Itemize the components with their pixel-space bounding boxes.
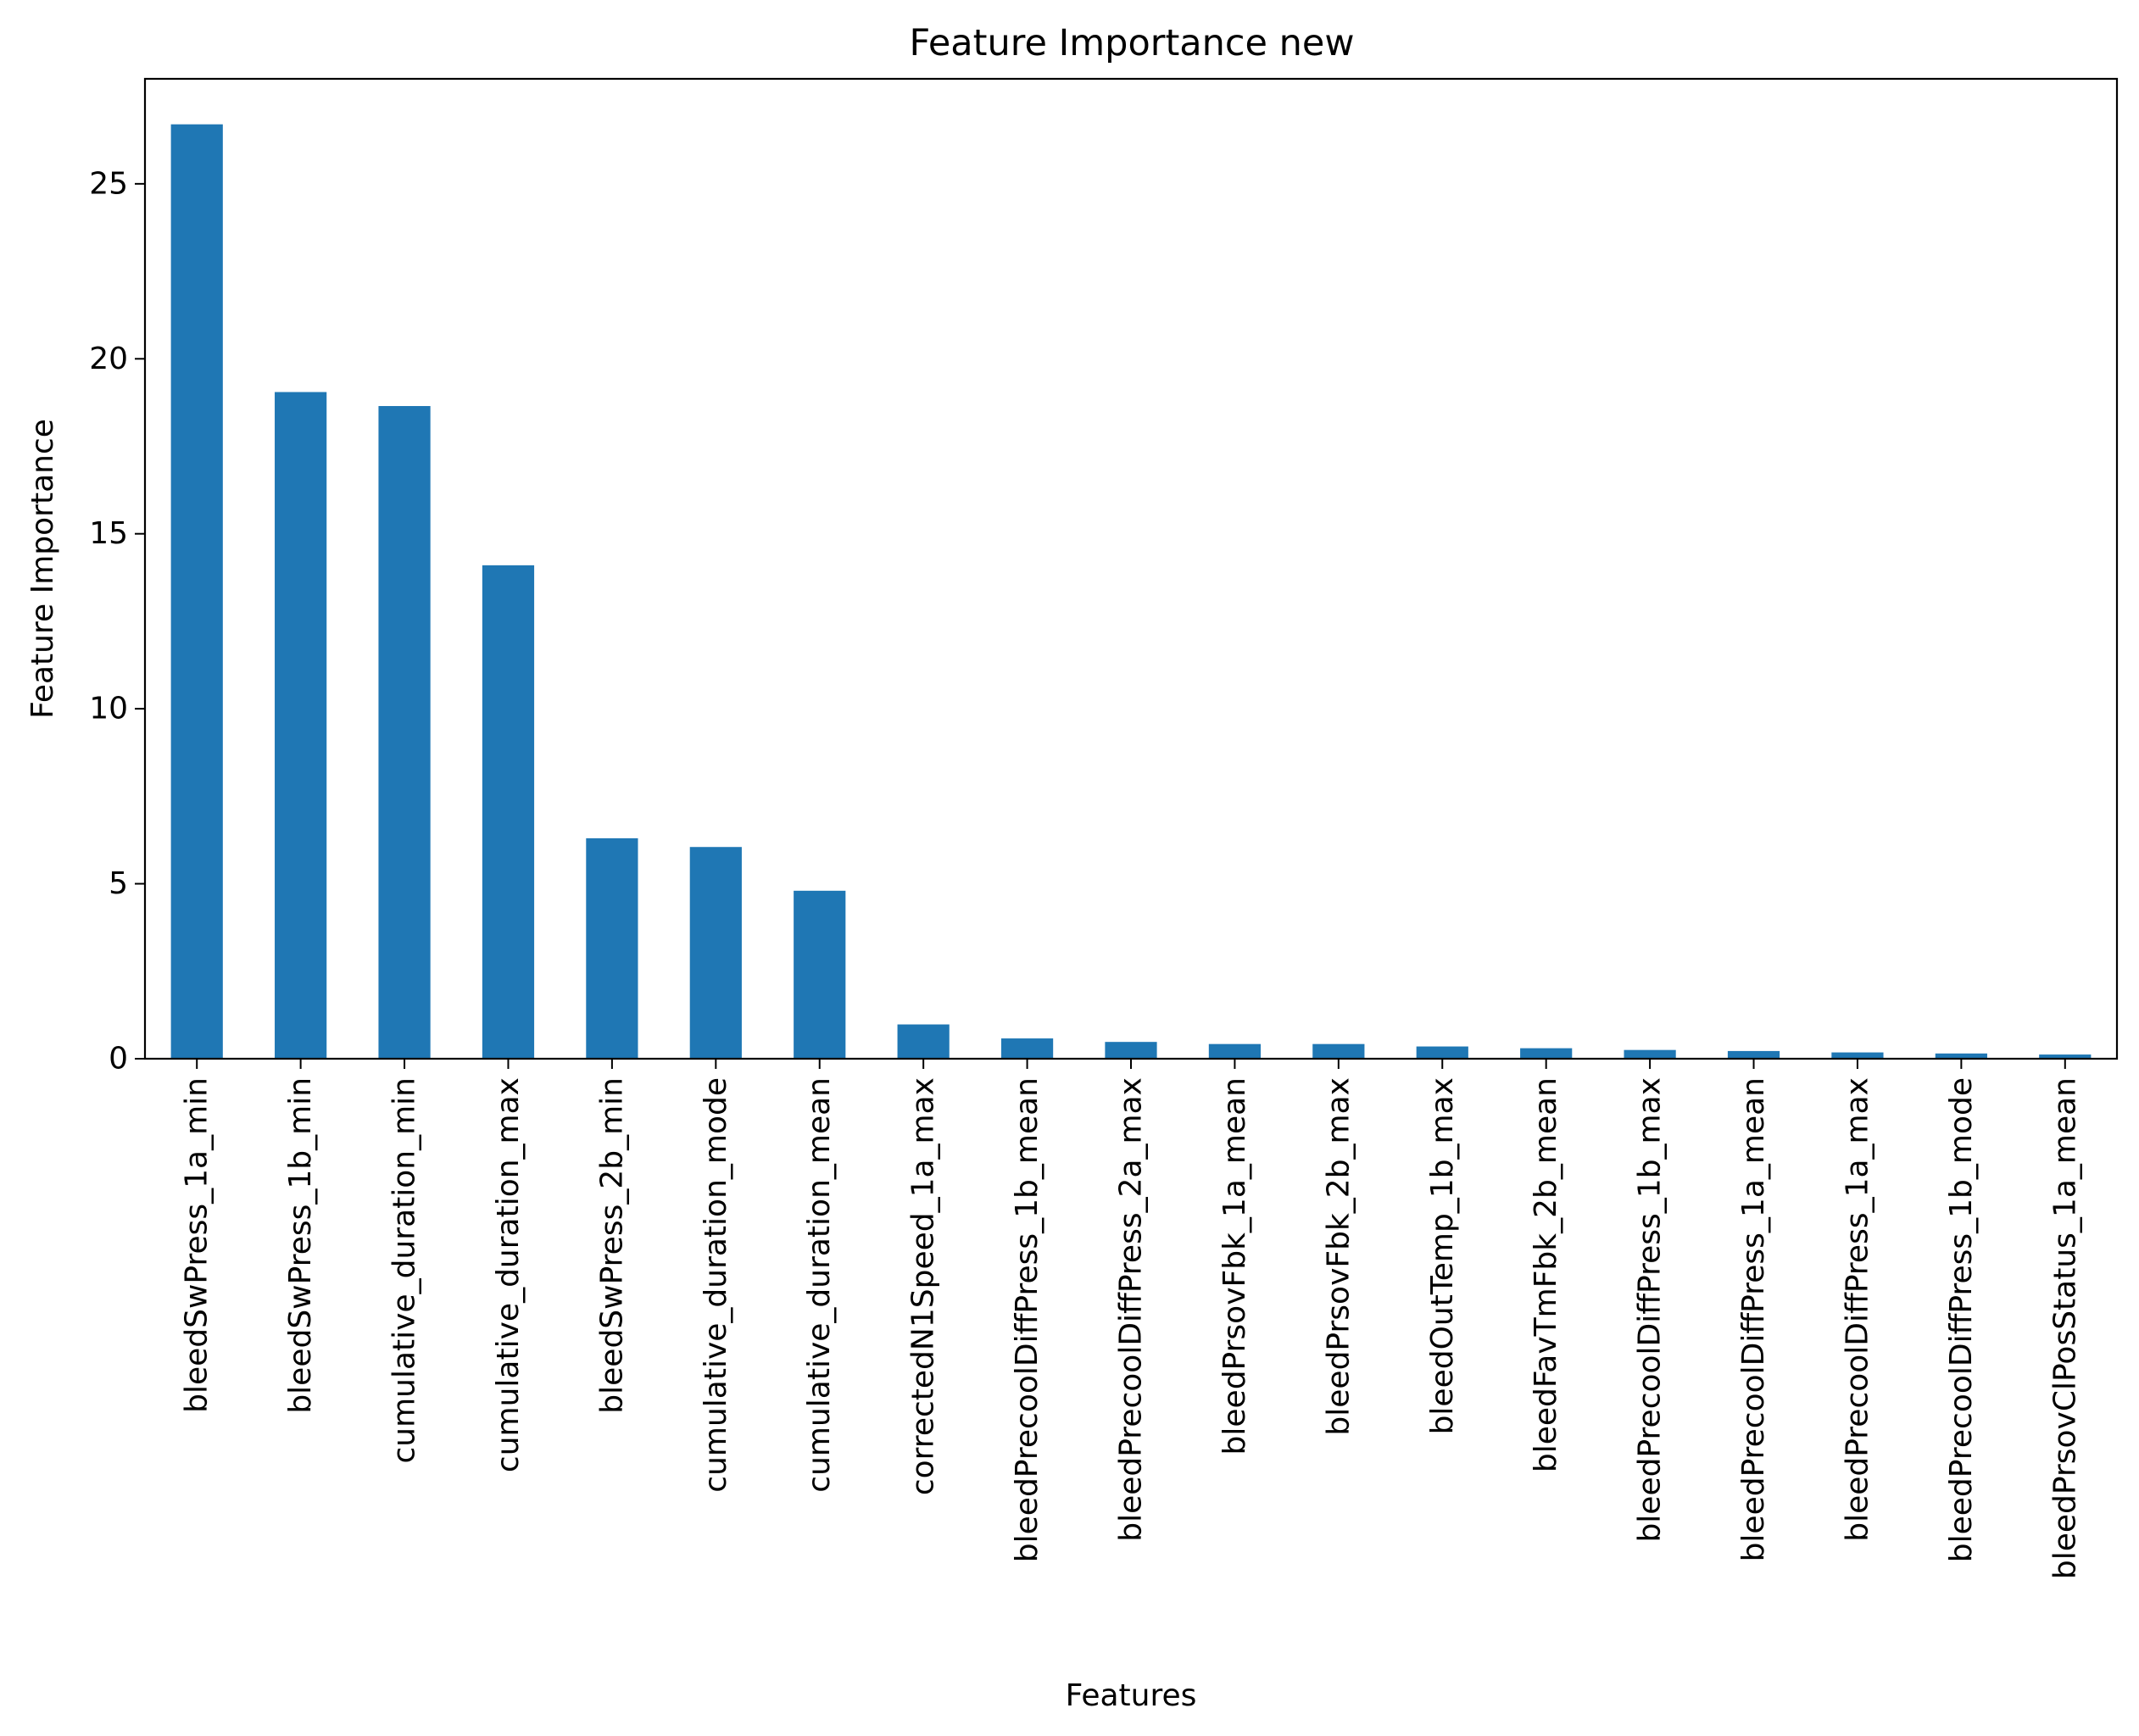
x-tick-label: bleedSwPress_1a_min [180,1077,214,1413]
x-tick-label: bleedFavTmFbk_2b_mean [1529,1077,1563,1472]
y-tick-label: 0 [109,1042,128,1077]
x-tick-label: cumulative_duration_max [491,1077,526,1472]
x-tick-label: bleedOutTemp_1b_max [1425,1077,1460,1434]
bar-cumulative_duration_mode [689,847,742,1059]
bar-bleedPrecoolDiffPress_1b_max [1624,1049,1676,1059]
x-tick-label: bleedPrecoolDiffPress_2a_max [1114,1077,1149,1542]
x-tick-label: bleedPrecoolDiffPress_1b_max [1633,1077,1668,1543]
bar-bleedPrecoolDiffPress_1b_mode [1935,1053,1987,1059]
bar-bleedSwPress_1a_min [170,124,223,1059]
bar-bleedSwPress_2b_min [586,837,638,1059]
x-tick-label: bleedPrecoolDiffPress_1b_mean [1010,1077,1044,1562]
bars-layer [170,124,2092,1059]
x-tick-label: cumulative_duration_min [387,1077,422,1464]
bar-bleedSwPress_1b_min [275,392,327,1059]
bar-cumulative_duration_min [378,406,431,1059]
y-tick-label: 20 [89,342,128,376]
x-tick-label: cumulative_duration_mode [699,1077,733,1493]
x-tick-label: correctedN1Speed_1a_max [906,1077,941,1495]
bar-cumulative_duration_max [482,565,535,1059]
y-axis-ticks: 0 5 10 15 20 25 [89,166,145,1077]
axes-frame [143,77,2119,1060]
bar-bleedPrecoolDiffPress_1b_mean [1000,1038,1054,1059]
x-axis-title: Features [1066,1678,1197,1713]
y-tick-label: 25 [89,166,128,201]
x-tick-label: bleedPrecoolDiffPress_1a_max [1840,1077,1874,1542]
x-tick-label: bleedSwPress_2b_min [594,1077,629,1414]
bar-bleedPrecoolDiffPress_1a_mean [1727,1050,1780,1059]
x-tick-label: bleedSwPress_1b_min [283,1077,318,1414]
x-tick-label: bleedPrsovFbk_1a_mean [1217,1077,1252,1455]
y-tick-label: 15 [89,516,128,551]
y-axis-title: Feature Importance [25,419,60,719]
bar-bleedOutTemp_1b_max [1416,1046,1468,1059]
x-tick-label: bleedPrsovClPosStatus_1a_mean [2047,1077,2082,1579]
bar-bleedPrsovFbk_2b_max [1312,1043,1365,1059]
x-tick-label: bleedPrecoolDiffPress_1a_mean [1736,1077,1771,1561]
bar-bleedFavTmFbk_2b_mean [1520,1048,1573,1059]
chart-title: Feature Importance new [909,22,1354,64]
bar-bleedPrecoolDiffPress_1a_max [1831,1052,1884,1059]
y-tick-label: 10 [89,692,128,726]
x-tick-label: bleedPrecoolDiffPress_1b_mode [1944,1077,1979,1562]
y-tick-label: 5 [109,866,128,901]
x-axis-ticks: bleedSwPress_1a_min bleedSwPress_1b_min cu… [180,1059,2082,1579]
x-tick-label: cumulative_duration_mean [802,1077,837,1493]
bar-bleedPrsovFbk_1a_mean [1208,1043,1262,1059]
bar-bleedPrsovClPosStatus_1a_mean [2039,1054,2092,1059]
bar-correctedN1Speed_1a_max [897,1024,950,1059]
bar-cumulative_duration_mean [794,890,846,1059]
bar-bleedPrecoolDiffPress_2a_max [1105,1042,1157,1059]
x-tick-label: bleedPrsovFbk_2b_max [1321,1077,1356,1436]
